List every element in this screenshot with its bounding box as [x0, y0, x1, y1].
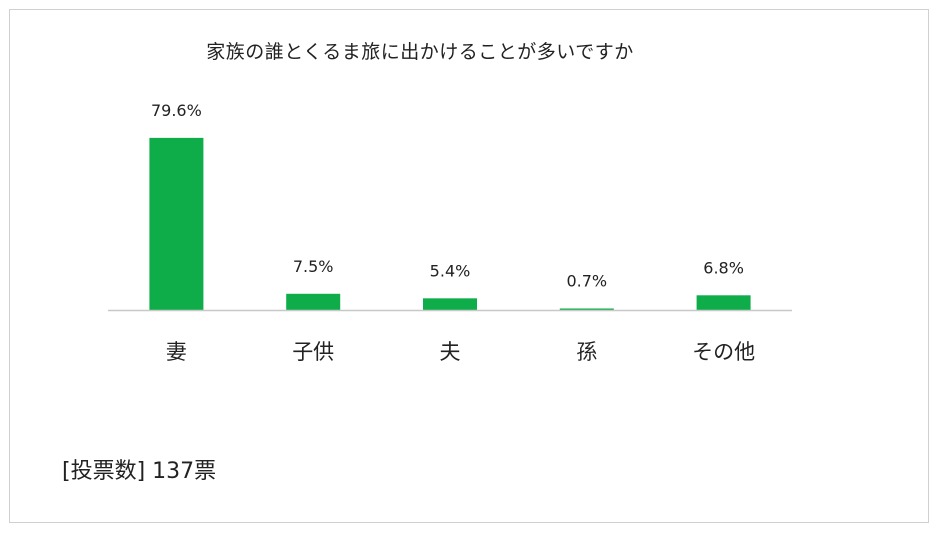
bar-4 [696, 295, 751, 310]
category-label-3: 孫 [576, 340, 597, 364]
bar-1 [286, 293, 341, 310]
vote-count-note: [投票数] 137票 [62, 459, 217, 484]
category-label-1: 子供 [292, 340, 334, 364]
data-label-4: 6.8% [703, 258, 744, 277]
bar-0 [149, 137, 204, 310]
bar-3 [559, 308, 614, 310]
category-label-2: 夫 [440, 340, 461, 364]
data-label-3: 0.7% [566, 271, 607, 290]
category-label-0: 妻 [166, 340, 187, 364]
bar-2 [423, 298, 477, 310]
data-label-1: 7.5% [293, 257, 334, 276]
category-label-4: その他 [692, 340, 755, 364]
chart-title: 家族の誰とくるま旅に出かけることが多いですか [206, 41, 634, 63]
data-label-0: 79.6% [151, 101, 202, 120]
data-label-2: 5.4% [430, 261, 471, 280]
